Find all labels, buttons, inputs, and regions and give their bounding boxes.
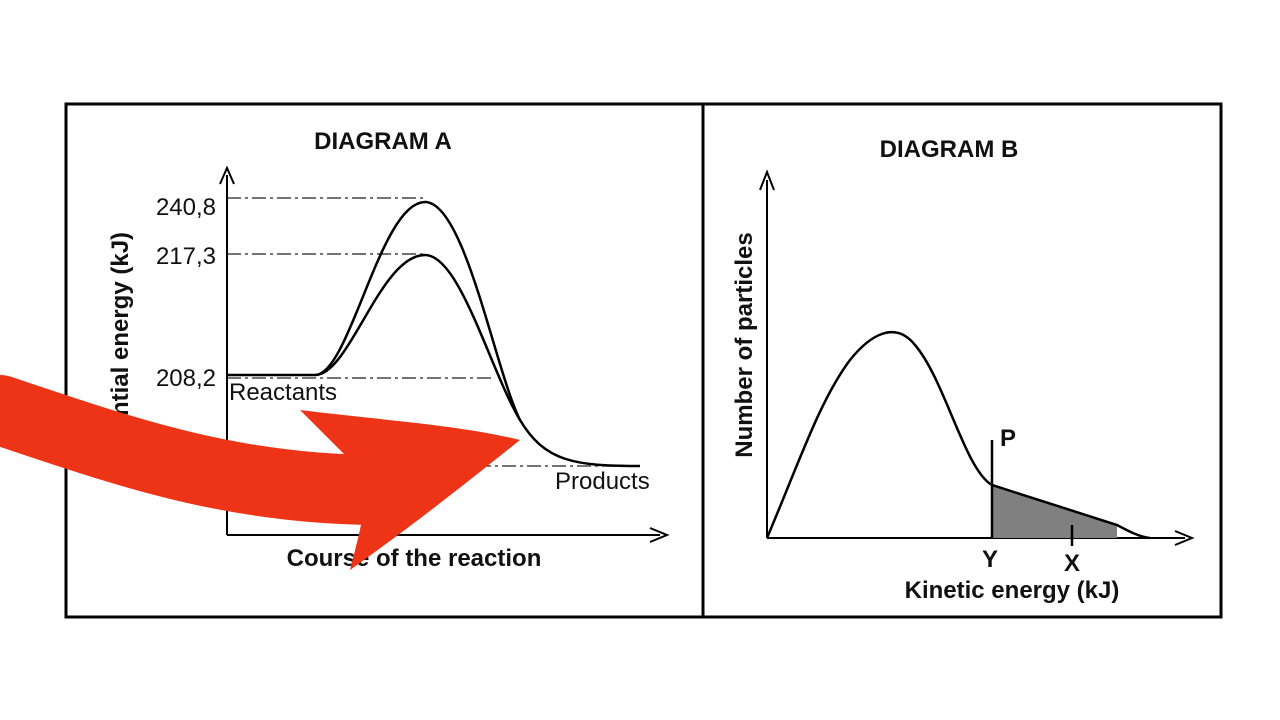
reactants-label: Reactants [229,379,337,406]
y-axis [759,169,775,538]
p-label: P [1000,425,1016,452]
level-label: 208,2 [156,365,216,392]
title: DIAGRAM A [314,128,452,155]
x-label: Course of the reaction [287,545,542,572]
distribution-curve [765,331,1151,540]
level-label: 217,3 [156,243,216,270]
x-axis [227,527,670,543]
x-point-label: X [1064,550,1080,577]
title: DIAGRAM B [880,136,1019,163]
curve-catalysed [314,253,522,421]
arrow-shaft [0,375,415,525]
y-point-label: Y [982,546,998,573]
level-label: 240,8 [156,194,216,221]
arrow-head [300,410,520,570]
red-arrow [0,375,520,570]
shaded-area [992,485,1117,538]
y-label: Number of particles [731,232,758,457]
curve-uncatalysed [227,200,641,468]
products-label: Products [555,468,650,495]
frame [64,102,1223,619]
x-label: Kinetic energy (kJ) [905,577,1120,604]
diagram-b: DIAGRAM B Number of particles Kinetic en… [731,136,1195,604]
